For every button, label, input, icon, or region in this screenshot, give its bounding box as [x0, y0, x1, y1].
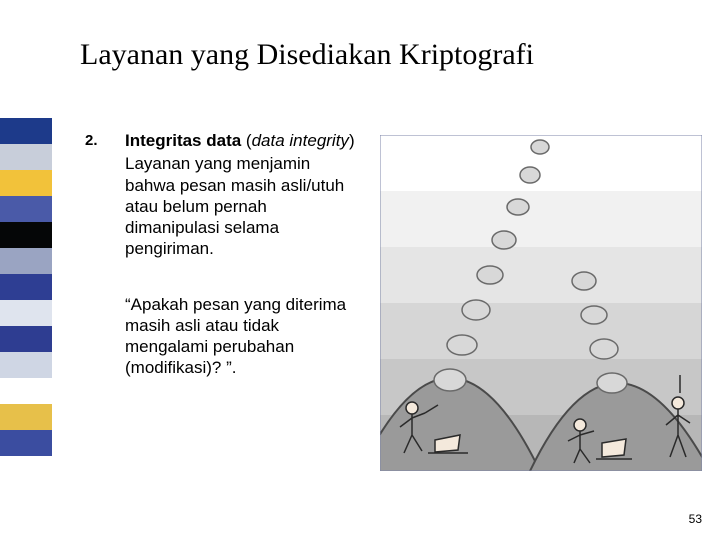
- sidebar-block: [0, 274, 52, 300]
- sidebar-block: [0, 430, 52, 456]
- sidebar-block: [0, 144, 52, 170]
- sidebar-block: [0, 378, 52, 404]
- subheading-italic: data integrity: [252, 131, 349, 150]
- sidebar-block: [0, 222, 52, 248]
- subheading: Integritas data (data integrity): [125, 130, 360, 151]
- paragraph-1: Layanan yang menjamin bahwa pesan masih …: [125, 153, 360, 259]
- sidebar-block: [0, 170, 52, 196]
- paren-close: ): [349, 131, 355, 150]
- sidebar-block: [0, 196, 52, 222]
- page-number: 53: [689, 512, 702, 526]
- sidebar-block: [0, 300, 52, 326]
- sidebar-block: [0, 404, 52, 430]
- slide-title: Layanan yang Disediakan Kriptografi: [80, 38, 534, 72]
- list-number: 2.: [85, 132, 98, 149]
- sidebar-block: [0, 248, 52, 274]
- smoke-signal-illustration: [380, 135, 702, 471]
- sidebar-block: [0, 326, 52, 352]
- sidebar-block: [0, 118, 52, 144]
- body-text: Integritas data (data integrity) Layanan…: [125, 130, 360, 379]
- sidebar-block: [0, 352, 52, 378]
- subheading-bold: Integritas data: [125, 131, 246, 150]
- paragraph-2: “Apakah pesan yang diterima masih asli a…: [125, 294, 360, 379]
- decorative-sidebar: [0, 118, 52, 456]
